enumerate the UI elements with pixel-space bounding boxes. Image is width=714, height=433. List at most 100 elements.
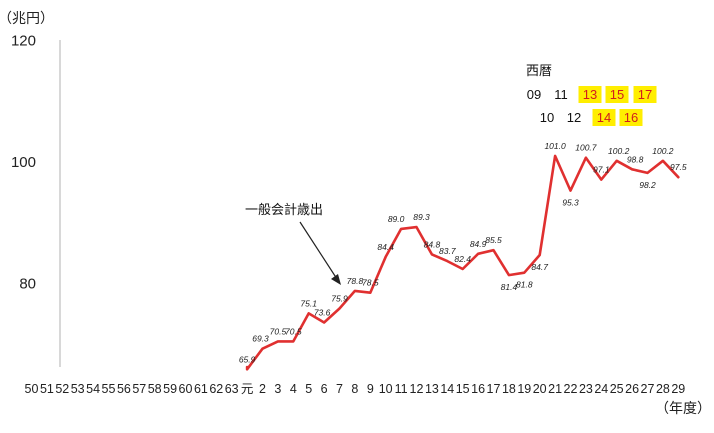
x-tick-label: 元	[241, 382, 254, 396]
y-tick-label-100: 100	[11, 154, 36, 171]
y-axis-unit: （兆円）	[0, 11, 54, 27]
x-tick-label: 59	[163, 382, 177, 396]
data-label: 98.8	[627, 154, 644, 164]
x-tick-label: 55	[102, 382, 116, 396]
data-label: 65.9	[239, 354, 256, 364]
data-labels: 65.969.370.570.575.173.675.978.878.584.4…	[239, 141, 687, 364]
x-tick-label: 7	[336, 382, 343, 396]
data-label: 78.8	[347, 276, 364, 286]
data-label: 89.0	[388, 214, 405, 224]
data-label: 81.8	[516, 280, 533, 290]
x-tick-label: 18	[502, 382, 516, 396]
x-tick-label: 10	[379, 382, 393, 396]
y-tick-label-120: 120	[11, 32, 36, 49]
x-tick-label: 27	[641, 382, 655, 396]
data-label: 84.8	[424, 239, 441, 249]
x-tick-label: 17	[487, 382, 501, 396]
x-tick-label: 5	[305, 382, 312, 396]
data-label: 70.5	[270, 326, 287, 336]
x-tick-label: 11	[395, 382, 408, 396]
seireki-year: 10	[540, 110, 554, 125]
x-axis-unit: （年度）	[655, 401, 711, 417]
x-tick-label: 22	[564, 382, 578, 396]
x-tick-label: 8	[351, 382, 358, 396]
data-label: 95.3	[562, 198, 579, 208]
data-label: 81.4	[501, 282, 518, 292]
x-tick-label: 24	[594, 382, 608, 396]
series-layer	[245, 154, 680, 371]
x-tick-labels: 50 51 52 53 54 55 56 57 58 59 60 61 62 63 元 2 3 4 5 6 7 8 9 10 1…	[25, 382, 686, 396]
seireki-legend: 西暦 09 11 13 15 17 10 12 14 16	[526, 63, 657, 126]
x-tick-label: 4	[290, 382, 297, 396]
x-tick-label: 50	[25, 382, 39, 396]
data-label: 100.2	[608, 146, 630, 156]
x-tick-label: 16	[471, 382, 485, 396]
data-label: 69.3	[252, 334, 269, 344]
annotation-arrow-line	[299, 221, 338, 280]
x-tick-label: 58	[148, 382, 162, 396]
data-label: 89.3	[413, 212, 430, 222]
x-tick-label: 28	[656, 382, 670, 396]
x-tick-label: 51	[40, 382, 54, 396]
data-label: 83.7	[439, 246, 456, 256]
data-label: 97.5	[670, 162, 687, 172]
data-label: 75.9	[331, 294, 348, 304]
x-tick-label: 6	[321, 382, 328, 396]
x-tick-label: 12	[410, 382, 424, 396]
data-label: 100.7	[575, 143, 597, 153]
data-label: 82.4	[454, 254, 471, 264]
seireki-year: 12	[567, 110, 581, 125]
x-tick-label: 25	[610, 382, 624, 396]
data-label: 100.2	[652, 146, 674, 156]
y-tick-label-80: 80	[19, 276, 36, 293]
data-label: 84.9	[470, 239, 487, 249]
seireki-year: 11	[554, 87, 568, 102]
x-tick-label: 56	[117, 382, 131, 396]
x-tick-label: 53	[71, 382, 85, 396]
x-tick-label: 14	[440, 382, 454, 396]
seireki-year: 15	[610, 87, 624, 102]
x-tick-label: 19	[517, 382, 531, 396]
x-tick-label: 63	[225, 382, 239, 396]
x-tick-label: 57	[132, 382, 146, 396]
seireki-highlight	[633, 86, 657, 103]
x-tick-label: 13	[425, 382, 439, 396]
data-label: 98.2	[639, 180, 656, 190]
data-label: 70.5	[285, 326, 302, 336]
x-tick-label: 15	[456, 382, 470, 396]
data-label: 84.4	[377, 242, 394, 252]
annotation-label: 一般会計歳出	[245, 202, 323, 218]
x-tick-label: 21	[548, 382, 562, 396]
x-tick-label: 61	[194, 382, 208, 396]
data-label: 84.7	[531, 262, 548, 272]
seireki-year: 13	[583, 87, 597, 102]
seireki-year: 17	[638, 87, 652, 102]
x-tick-label: 54	[86, 382, 100, 396]
x-tick-label: 3	[274, 382, 281, 396]
series-line	[245, 154, 680, 371]
x-tick-label: 26	[625, 382, 639, 396]
data-label: 101.0	[544, 141, 566, 151]
data-label: 75.1	[300, 298, 317, 308]
x-tick-label: 23	[579, 382, 593, 396]
seireki-year: 14	[597, 110, 611, 125]
x-tick-label: 62	[209, 382, 223, 396]
seireki-year: 16	[624, 110, 638, 125]
seireki-highlight	[605, 86, 629, 103]
y-tick-labels: 80 100 120	[11, 32, 36, 292]
x-tick-label: 20	[533, 382, 547, 396]
annotation-arrow-head	[331, 274, 341, 285]
seireki-highlight	[592, 109, 616, 126]
x-tick-label: 9	[367, 382, 374, 396]
data-label: 97.1	[593, 165, 610, 175]
x-tick-label: 52	[55, 382, 69, 396]
seireki-highlight	[578, 86, 602, 103]
data-label: 73.6	[314, 308, 331, 318]
seireki-title: 西暦	[526, 63, 552, 78]
x-tick-label: 29	[671, 382, 685, 396]
seireki-highlight	[619, 109, 643, 126]
seireki-year: 09	[527, 87, 541, 102]
x-tick-label: 2	[259, 382, 266, 396]
x-tick-label: 60	[179, 382, 193, 396]
